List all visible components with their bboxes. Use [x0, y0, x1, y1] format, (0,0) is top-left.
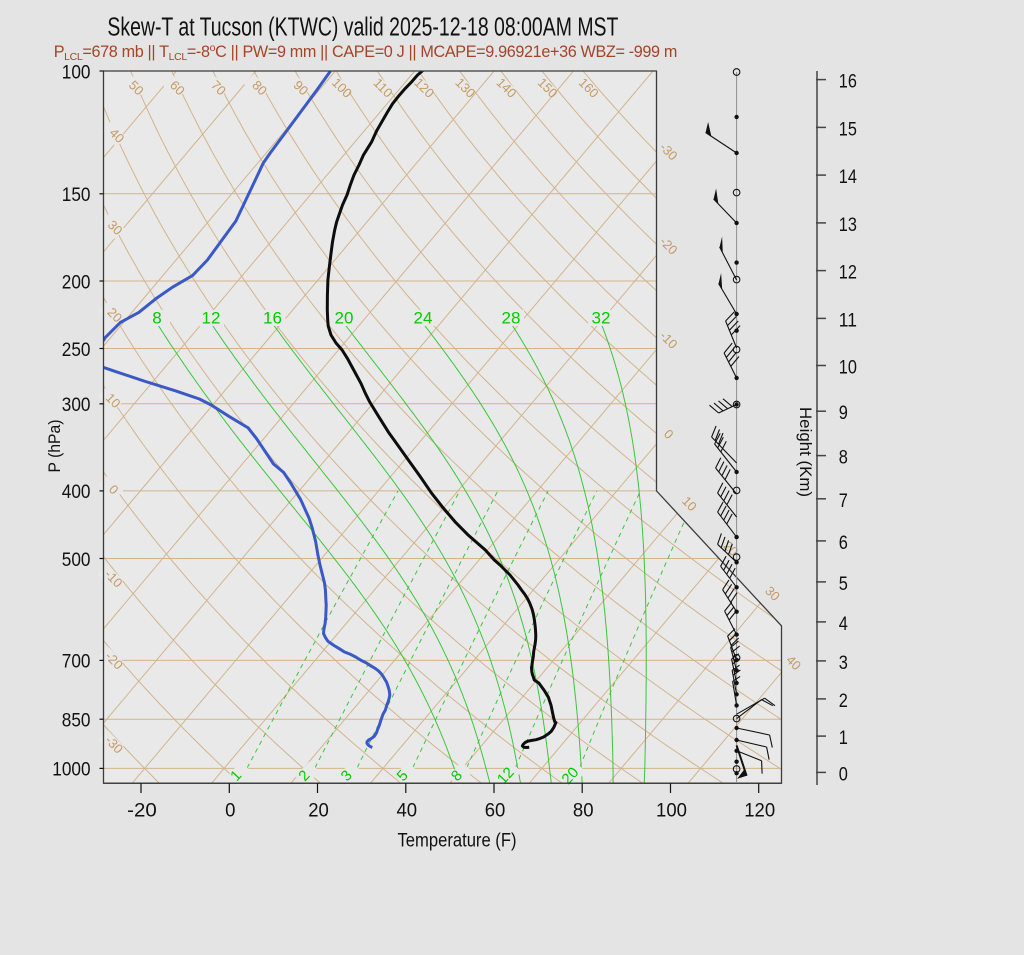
svg-text:5: 5: [839, 574, 848, 595]
svg-text:120: 120: [744, 801, 775, 822]
svg-text:15: 15: [839, 119, 857, 140]
svg-text:14: 14: [839, 167, 857, 188]
svg-text:300: 300: [62, 394, 91, 416]
svg-text:3: 3: [839, 653, 848, 674]
svg-text:12: 12: [839, 263, 857, 284]
svg-text:4: 4: [839, 614, 848, 635]
svg-text:80: 80: [573, 801, 594, 822]
svg-text:100: 100: [62, 61, 91, 83]
svg-text:11: 11: [839, 310, 857, 331]
svg-text:500: 500: [62, 549, 91, 571]
svg-text:2: 2: [839, 691, 848, 712]
svg-text:1000: 1000: [52, 759, 90, 781]
svg-text:9: 9: [839, 403, 848, 424]
svg-text:12: 12: [202, 309, 221, 328]
svg-text:PLCL=678 mb || TLCL=-8oC || PW: PLCL=678 mb || TLCL=-8oC || PW=9 mm || C…: [54, 42, 677, 63]
svg-text:0: 0: [225, 801, 235, 822]
svg-text:24: 24: [414, 309, 433, 328]
svg-text:-20: -20: [127, 801, 157, 822]
svg-text:10: 10: [839, 358, 857, 379]
svg-text:32: 32: [592, 309, 611, 328]
svg-text:40: 40: [397, 801, 418, 822]
svg-text:100: 100: [656, 801, 687, 822]
svg-text:7: 7: [839, 491, 848, 512]
svg-text:16: 16: [263, 309, 282, 328]
svg-text:P (hPa): P (hPa): [46, 420, 64, 473]
svg-text:250: 250: [62, 339, 91, 361]
svg-text:700: 700: [62, 651, 91, 673]
svg-text:16: 16: [839, 72, 857, 93]
svg-text:20: 20: [308, 801, 329, 822]
svg-text:8: 8: [152, 309, 161, 328]
svg-text:400: 400: [62, 481, 91, 503]
svg-text:6: 6: [839, 533, 848, 554]
svg-text:0: 0: [839, 764, 848, 785]
svg-text:200: 200: [62, 271, 91, 293]
svg-text:850: 850: [62, 710, 91, 732]
svg-text:Temperature (F): Temperature (F): [398, 831, 517, 852]
svg-text:Height (Km): Height (Km): [796, 407, 815, 497]
svg-text:13: 13: [839, 215, 857, 236]
svg-text:28: 28: [502, 309, 521, 328]
svg-text:Skew-T at Tucson (KTWC) valid: Skew-T at Tucson (KTWC) valid 2025-12-18…: [107, 14, 618, 42]
svg-text:8: 8: [839, 448, 848, 469]
svg-text:1: 1: [839, 728, 848, 749]
svg-text:150: 150: [62, 184, 91, 206]
svg-text:20: 20: [335, 309, 354, 328]
svg-text:60: 60: [485, 801, 506, 822]
